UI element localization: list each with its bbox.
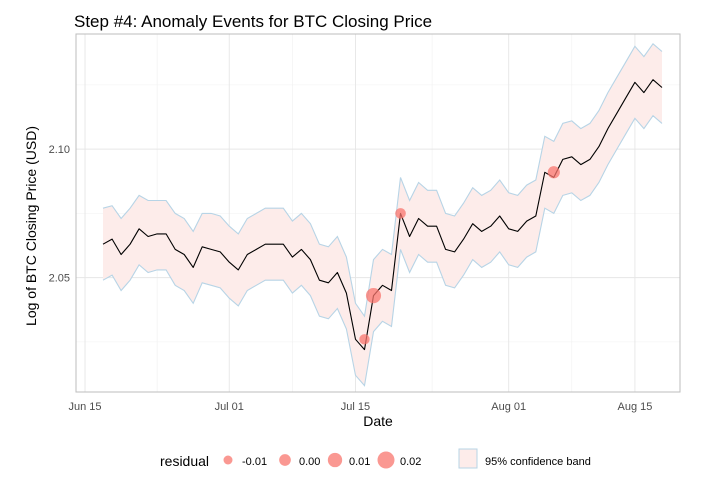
price-line-layer	[102, 79, 663, 351]
anomaly-points-layer	[359, 166, 560, 345]
confidence-band-layer	[102, 42, 663, 387]
y-tick-label: 2.05	[49, 273, 70, 285]
anomaly-point	[395, 208, 406, 219]
x-tick-label: Jul 01	[215, 401, 244, 413]
legend-band-key	[458, 448, 478, 469]
x-axis-ticks: Jun 15 Jul 01 Jul 15 Aug 01 Aug 15	[68, 401, 652, 413]
x-tick-label: Jun 15	[68, 401, 101, 413]
legend-size-items: -0.01 0.00 0.01 0.02	[223, 451, 421, 469]
x-tick-label: Jul 15	[341, 401, 370, 413]
price-line	[102, 79, 663, 351]
legend: residual -0.01 0.00 0.01 0.02 95% confidenc…	[160, 448, 591, 469]
confidence-band-lower	[102, 114, 663, 387]
y-axis-title: Log of BTC Closing Price (USD)	[23, 126, 39, 326]
legend-size-label: 0.01	[349, 456, 370, 468]
legend-size-key	[223, 455, 233, 465]
grid-minor	[76, 34, 680, 392]
panel-border	[75, 33, 681, 393]
legend-size-key	[327, 452, 343, 468]
legend-title: residual	[160, 453, 209, 469]
legend-size-key	[279, 454, 291, 466]
anomaly-point	[359, 334, 370, 345]
legend-size-label: 0.00	[299, 456, 320, 468]
legend-size-label: 0.02	[400, 456, 421, 468]
chart-title: Step #4: Anomaly Events for BTC Closing …	[74, 12, 432, 31]
x-tick-label: Aug 15	[617, 401, 652, 413]
legend-size-key	[377, 451, 395, 469]
y-tick-label: 2.10	[49, 144, 70, 156]
y-axis-ticks: 2.05 2.10	[49, 144, 70, 284]
confidence-band-area	[103, 43, 662, 386]
anomaly-point	[365, 288, 382, 304]
legend-band-label: 95% confidence band	[485, 456, 591, 468]
legend-size-label: -0.01	[242, 456, 267, 468]
anomaly-point	[547, 166, 560, 179]
confidence-band-upper	[102, 42, 663, 318]
x-axis-title: Date	[363, 413, 393, 429]
x-tick-label: Aug 01	[491, 401, 526, 413]
